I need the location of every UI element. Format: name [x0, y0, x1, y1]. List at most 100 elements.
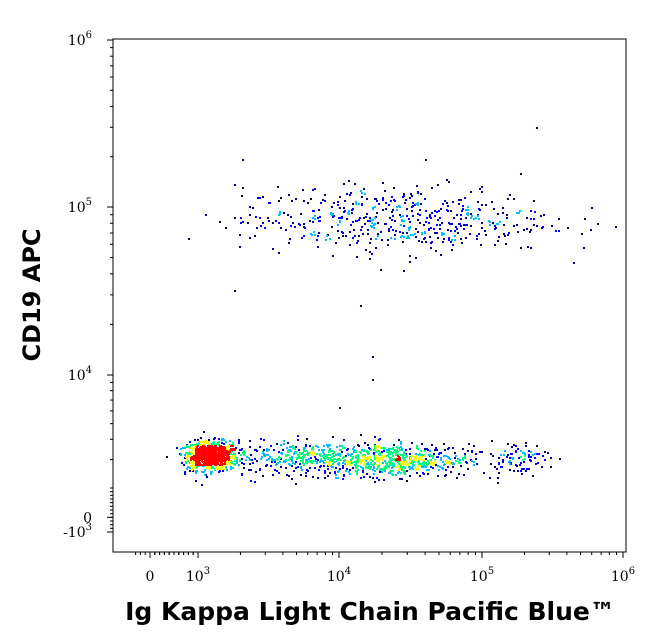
data-point [417, 219, 419, 221]
data-point [312, 454, 314, 456]
x-tick-label: 104 [327, 566, 351, 585]
data-point [420, 454, 422, 456]
data-point [284, 461, 286, 463]
data-point [467, 212, 469, 214]
data-point [384, 223, 386, 225]
data-point [532, 475, 534, 477]
data-point [224, 463, 226, 465]
data-point [314, 460, 316, 462]
data-point [242, 187, 244, 189]
data-point [380, 269, 382, 271]
data-point [203, 471, 205, 473]
data-point [513, 470, 515, 472]
data-point [329, 454, 331, 456]
data-point [389, 217, 391, 219]
data-point [416, 472, 418, 474]
data-point [337, 471, 339, 473]
data-point [401, 448, 403, 450]
data-point [435, 250, 437, 252]
data-point [332, 216, 334, 218]
data-point [335, 477, 337, 479]
data-point [323, 445, 325, 447]
data-point [315, 458, 317, 460]
data-point [383, 479, 385, 481]
data-point [189, 470, 191, 472]
data-point [467, 209, 469, 211]
data-point [316, 239, 318, 241]
data-point [513, 198, 515, 200]
data-point [464, 453, 466, 455]
data-point [198, 442, 200, 444]
data-point [437, 184, 439, 186]
data-point [368, 465, 370, 467]
data-point [324, 472, 326, 474]
data-point [268, 202, 270, 204]
data-point [443, 455, 445, 457]
data-point [353, 451, 355, 453]
data-point [292, 447, 294, 449]
data-point [427, 449, 429, 451]
data-point [249, 459, 251, 461]
data-point [357, 461, 359, 463]
data-point [420, 193, 422, 195]
data-point [280, 197, 282, 199]
data-point [176, 447, 178, 449]
data-point [341, 445, 343, 447]
data-point [262, 452, 264, 454]
data-point [321, 449, 323, 451]
data-point [349, 194, 351, 196]
data-point [353, 446, 355, 448]
data-point [192, 467, 194, 469]
data-point [260, 458, 262, 460]
data-point [348, 180, 350, 182]
data-point [516, 224, 518, 226]
data-point [360, 452, 362, 454]
data-point [374, 198, 376, 200]
data-point [503, 224, 505, 226]
data-point [234, 217, 236, 219]
data-point [223, 457, 225, 459]
data-point [187, 452, 189, 454]
data-point [400, 443, 402, 445]
data-point [573, 262, 575, 264]
data-point [352, 237, 354, 239]
data-point [509, 463, 511, 465]
data-point [382, 199, 384, 201]
data-point [356, 473, 358, 475]
data-point [417, 461, 419, 463]
data-point [419, 465, 421, 467]
data-point [428, 222, 430, 224]
data-point [322, 460, 324, 462]
data-point [345, 235, 347, 237]
data-point [352, 221, 354, 223]
data-point [324, 455, 326, 457]
data-point [207, 445, 209, 447]
data-point [449, 223, 451, 225]
data-point [428, 469, 430, 471]
data-point [320, 202, 322, 204]
data-point [533, 224, 535, 226]
data-point [452, 201, 454, 203]
data-point [352, 457, 354, 459]
data-point [502, 207, 504, 209]
data-point [383, 450, 385, 452]
data-point [401, 478, 403, 480]
data-point [205, 458, 207, 460]
data-point [509, 194, 511, 196]
data-point [287, 442, 289, 444]
data-point [419, 463, 421, 465]
data-point [414, 233, 416, 235]
data-point [329, 464, 331, 466]
data-point [216, 455, 218, 457]
data-point [193, 462, 195, 464]
data-point [493, 208, 495, 210]
data-point [314, 234, 316, 236]
data-point [370, 463, 372, 465]
data-point [442, 461, 444, 463]
data-point [324, 470, 326, 472]
data-point [544, 451, 546, 453]
data-point [185, 462, 187, 464]
data-point [199, 456, 201, 458]
data-point [204, 474, 206, 476]
data-point [373, 473, 375, 475]
